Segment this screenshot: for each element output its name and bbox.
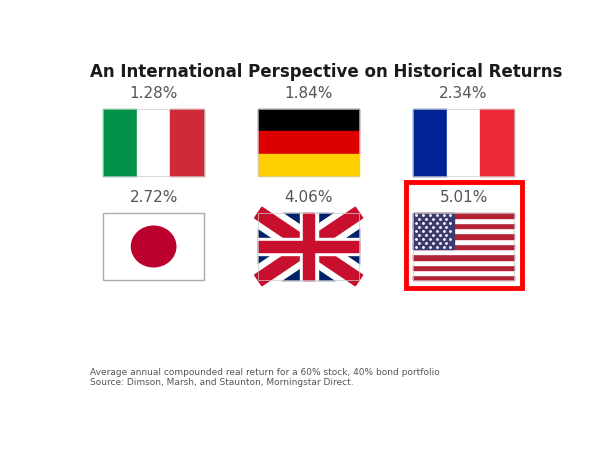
Bar <box>447 108 481 176</box>
Bar <box>303 212 314 280</box>
Bar <box>414 265 514 270</box>
Text: 1.84%: 1.84% <box>284 86 333 101</box>
Bar <box>104 108 204 176</box>
Polygon shape <box>251 202 367 291</box>
Bar <box>414 212 454 249</box>
Polygon shape <box>251 202 367 291</box>
Text: 4.06%: 4.06% <box>284 190 333 205</box>
Bar <box>258 131 359 154</box>
Bar <box>414 228 514 234</box>
Bar <box>414 108 514 176</box>
Bar <box>258 212 359 280</box>
Text: Source: Dimson, Marsh, and Staunton, Morningstar Direct.: Source: Dimson, Marsh, and Staunton, Mor… <box>90 378 354 387</box>
Bar <box>414 223 514 228</box>
Bar <box>414 275 514 280</box>
Text: 2.34%: 2.34% <box>439 86 488 101</box>
Bar <box>414 254 514 260</box>
Bar <box>137 108 171 176</box>
Text: 5.01%: 5.01% <box>440 190 488 205</box>
Bar <box>258 108 359 131</box>
Bar <box>414 234 514 239</box>
Bar <box>414 212 514 280</box>
Bar <box>414 212 514 218</box>
Text: An International Perspective on Historical Returns: An International Perspective on Historic… <box>90 63 563 81</box>
Text: 1.28%: 1.28% <box>130 86 178 101</box>
Bar <box>300 212 318 280</box>
Text: Average annual compounded real return for a 60% stock, 40% bond portfolio: Average annual compounded real return fo… <box>90 369 440 378</box>
Bar <box>414 249 514 254</box>
Bar <box>414 244 514 249</box>
Bar <box>104 108 137 176</box>
Polygon shape <box>255 207 363 286</box>
Bar <box>104 212 204 280</box>
Bar <box>258 241 359 252</box>
Bar <box>481 108 514 176</box>
Bar <box>414 108 447 176</box>
Bar <box>414 238 514 244</box>
Bar <box>258 212 359 280</box>
Bar <box>414 260 514 265</box>
Bar <box>414 218 514 223</box>
Bar <box>414 270 514 275</box>
Bar <box>258 238 359 255</box>
Text: 2.72%: 2.72% <box>130 190 178 205</box>
Bar <box>104 212 204 280</box>
Ellipse shape <box>132 226 176 267</box>
Bar <box>258 154 359 176</box>
Bar <box>258 108 359 176</box>
Bar <box>406 182 522 288</box>
Bar <box>171 108 204 176</box>
Polygon shape <box>255 207 363 286</box>
